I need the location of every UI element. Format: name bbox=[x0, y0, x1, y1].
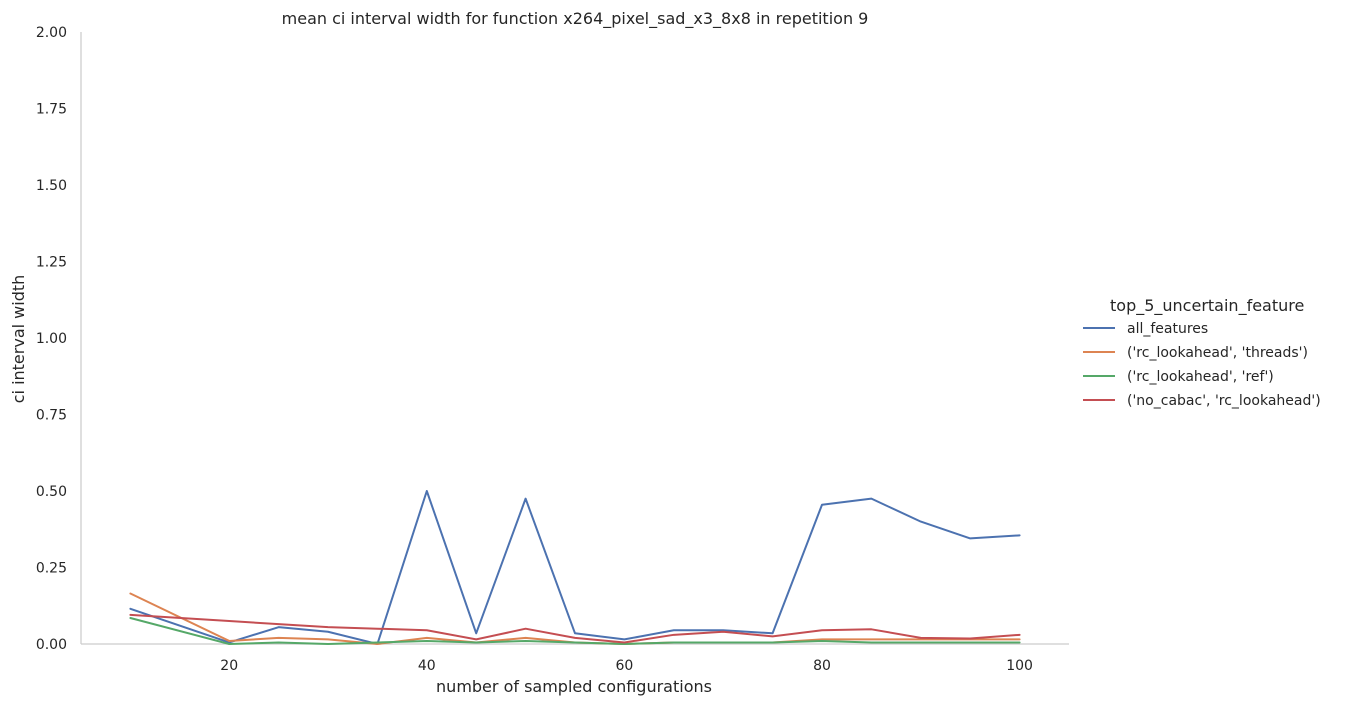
series-lines bbox=[129, 490, 1021, 645]
legend-label: all_features bbox=[1127, 321, 1208, 337]
x-axis-title: number of sampled configurations bbox=[436, 677, 712, 696]
x-tick-label: 20 bbox=[220, 658, 238, 674]
series-line-3 bbox=[129, 616, 1021, 645]
axes bbox=[80, 32, 1069, 645]
y-tick-label: 1.25 bbox=[36, 255, 67, 271]
legend-label: ('rc_lookahead', 'ref') bbox=[1127, 369, 1274, 385]
y-tick-label: 1.00 bbox=[36, 331, 67, 347]
y-tick-label: 1.50 bbox=[36, 178, 67, 194]
series-line-4 bbox=[129, 613, 1021, 644]
legend-label: ('no_cabac', 'rc_lookahead') bbox=[1127, 393, 1321, 409]
legend-label: ('rc_lookahead', 'threads') bbox=[1127, 345, 1308, 361]
y-axis-title: ci interval width bbox=[9, 275, 28, 404]
legend: top_5_uncertain_feature all_features ('rc… bbox=[1083, 296, 1321, 409]
legend-title: top_5_uncertain_feature bbox=[1110, 296, 1304, 316]
y-tick-label: 0.00 bbox=[36, 637, 67, 653]
y-tick-label: 0.75 bbox=[36, 408, 67, 424]
y-tick-label: 0.50 bbox=[36, 484, 67, 500]
x-tick-label: 60 bbox=[615, 658, 633, 674]
y-tick-label: 2.00 bbox=[36, 25, 67, 41]
legend-items: all_features ('rc_lookahead', 'threads') (… bbox=[1083, 321, 1321, 409]
series-line-1 bbox=[129, 490, 1021, 645]
x-tick-label: 100 bbox=[1006, 658, 1033, 674]
y-tick-label: 1.75 bbox=[36, 102, 67, 118]
x-tick-labels: 20 40 60 80 100 bbox=[220, 658, 1033, 674]
y-tick-label: 0.25 bbox=[36, 561, 67, 577]
series-line-2 bbox=[129, 592, 1021, 645]
x-tick-label: 40 bbox=[418, 658, 436, 674]
x-tick-label: 80 bbox=[813, 658, 831, 674]
y-tick-labels: 0.00 0.25 0.50 0.75 1.00 1.25 1.50 1.75 2.00 bbox=[36, 25, 67, 653]
chart-title: mean ci interval width for function x264… bbox=[282, 9, 869, 29]
